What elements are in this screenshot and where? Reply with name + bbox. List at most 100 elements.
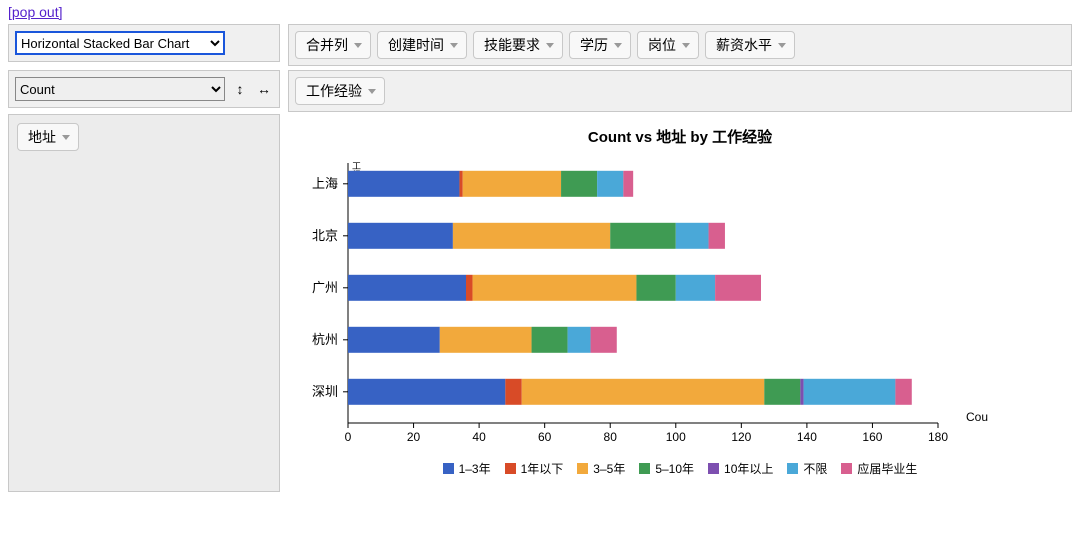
bar-segment: [676, 275, 715, 301]
bar-segment: [804, 379, 896, 405]
legend-label: 5–10年: [655, 460, 694, 477]
chevron-down-icon: [354, 43, 362, 48]
bar-segment: [348, 223, 453, 249]
svg-text:100: 100: [666, 430, 686, 444]
pill-label: 岗位: [648, 35, 676, 55]
bar-segment: [505, 379, 521, 405]
svg-text:杭州: 杭州: [312, 332, 338, 347]
bar-segment: [895, 379, 911, 405]
sort-horiz-icon[interactable]: ↔: [255, 81, 273, 97]
bar-segment: [463, 171, 561, 197]
popout-link[interactable]: [pop out]: [8, 4, 63, 20]
bar-segment: [532, 327, 568, 353]
chevron-down-icon: [546, 43, 554, 48]
pill-label: 学历: [580, 35, 608, 55]
legend-item: 1年以下: [505, 460, 564, 477]
pill-label: 技能要求: [484, 35, 540, 55]
pill-label: 地址: [28, 127, 56, 147]
row-fields-panel: 地址: [8, 114, 280, 492]
col-field-0[interactable]: 工作经验: [295, 77, 385, 105]
bar-segment: [561, 171, 597, 197]
svg-text:180: 180: [928, 430, 948, 444]
legend-label: 10年以上: [724, 460, 773, 477]
svg-text:0: 0: [345, 430, 352, 444]
svg-text:60: 60: [538, 430, 552, 444]
legend-label: 应届毕业生: [857, 460, 917, 477]
legend-swatch: [577, 463, 588, 474]
unused-field-1[interactable]: 创建时间: [377, 31, 467, 59]
legend-label: 1–3年: [459, 460, 491, 477]
pill-label: 薪资水平: [716, 35, 772, 55]
legend-item: 5–10年: [639, 460, 694, 477]
legend-swatch: [443, 463, 454, 474]
legend-item: 不限: [787, 460, 827, 477]
chevron-down-icon: [450, 43, 458, 48]
sort-vert-icon[interactable]: ↕: [231, 81, 249, 97]
bar-segment: [459, 171, 462, 197]
bar-segment: [636, 275, 675, 301]
chart-title: Count vs 地址 by 工作经验: [298, 126, 1062, 147]
legend-swatch: [505, 463, 516, 474]
unused-field-4[interactable]: 岗位: [637, 31, 699, 59]
chevron-down-icon: [682, 43, 690, 48]
aggregator-select[interactable]: Count: [15, 77, 225, 101]
legend-label: 不限: [803, 460, 827, 477]
bar-segment: [348, 379, 505, 405]
svg-text:40: 40: [472, 430, 486, 444]
svg-text:160: 160: [862, 430, 882, 444]
svg-text:Count: Count: [966, 410, 988, 424]
chevron-down-icon: [368, 89, 376, 94]
legend-label: 3–5年: [593, 460, 625, 477]
chevron-down-icon: [614, 43, 622, 48]
bar-segment: [591, 327, 617, 353]
aggregator-panel: Count ↕ ↔: [8, 70, 280, 108]
unused-field-5[interactable]: 薪资水平: [705, 31, 795, 59]
stacked-bar-chart: 020406080100120140160180Count工经上海北京广州杭州深…: [298, 153, 988, 453]
pill-label: 创建时间: [388, 35, 444, 55]
chevron-down-icon: [778, 43, 786, 48]
legend-item: 应届毕业生: [841, 460, 917, 477]
pill-label: 工作经验: [306, 81, 362, 101]
bar-segment: [440, 327, 532, 353]
bar-segment: [568, 327, 591, 353]
chevron-down-icon: [62, 135, 70, 140]
pill-label: 合并列: [306, 35, 348, 55]
bar-segment: [709, 223, 725, 249]
svg-text:80: 80: [604, 430, 618, 444]
legend-swatch: [639, 463, 650, 474]
legend-label: 1年以下: [521, 460, 564, 477]
bar-segment: [597, 171, 623, 197]
bar-segment: [800, 379, 803, 405]
unused-fields-panel: 合并列 创建时间 技能要求 学历 岗位 薪资水平: [288, 24, 1072, 66]
unused-field-3[interactable]: 学历: [569, 31, 631, 59]
col-fields-panel: 工作经验: [288, 70, 1072, 112]
bar-segment: [348, 275, 466, 301]
legend-swatch: [708, 463, 719, 474]
svg-text:广州: 广州: [312, 280, 338, 295]
svg-text:上海: 上海: [312, 176, 338, 191]
bar-segment: [453, 223, 610, 249]
bar-segment: [466, 275, 473, 301]
bar-segment: [764, 379, 800, 405]
svg-text:深圳: 深圳: [312, 384, 338, 399]
bar-segment: [473, 275, 637, 301]
svg-text:北京: 北京: [312, 228, 338, 243]
bar-segment: [623, 171, 633, 197]
legend-swatch: [787, 463, 798, 474]
legend-item: 10年以上: [708, 460, 773, 477]
svg-text:140: 140: [797, 430, 817, 444]
legend-item: 3–5年: [577, 460, 625, 477]
bar-segment: [522, 379, 765, 405]
chart-type-select[interactable]: Horizontal Stacked Bar Chart: [15, 31, 225, 55]
bar-segment: [610, 223, 676, 249]
unused-field-2[interactable]: 技能要求: [473, 31, 563, 59]
chart-legend: 1–3年 1年以下 3–5年 5–10年 10年以上 不限 应届毕业生: [298, 460, 1062, 477]
chart-type-panel: Horizontal Stacked Bar Chart: [8, 24, 280, 62]
legend-item: 1–3年: [443, 460, 491, 477]
legend-swatch: [841, 463, 852, 474]
bar-segment: [715, 275, 761, 301]
svg-text:20: 20: [407, 430, 421, 444]
chart-area: Count vs 地址 by 工作经验 02040608010012014016…: [288, 118, 1072, 481]
row-field-0[interactable]: 地址: [17, 123, 79, 151]
unused-field-0[interactable]: 合并列: [295, 31, 371, 59]
